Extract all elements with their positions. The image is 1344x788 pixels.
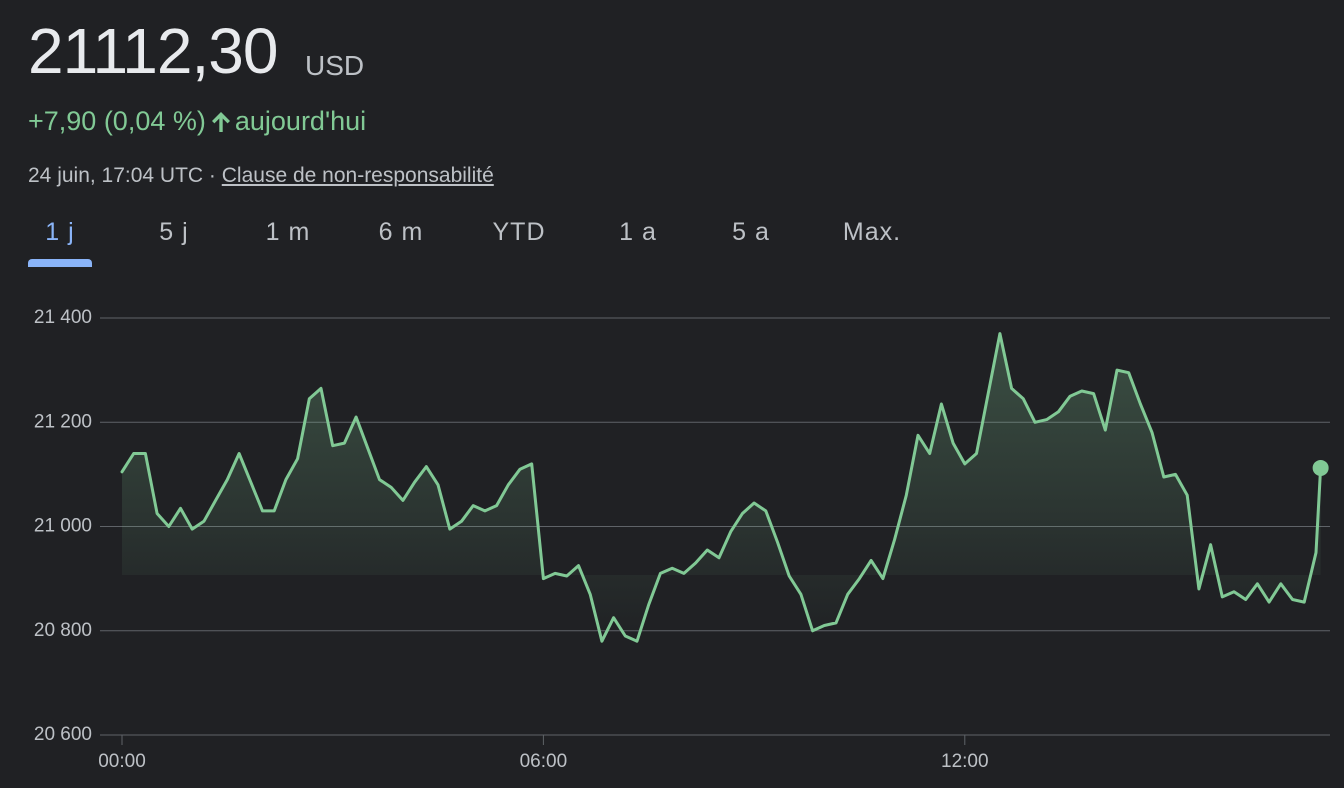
x-tick-label: 06:00 [520, 751, 568, 772]
change-line: +7,90 (0,04 %) aujourd'hui [28, 106, 366, 137]
last-point [1312, 459, 1329, 476]
range-tab[interactable]: 5 a [732, 218, 770, 246]
range-tab[interactable]: YTD [492, 218, 546, 246]
currency: USD [305, 50, 365, 81]
selected-tab-indicator [28, 259, 92, 267]
y-tick-label: 21 400 [34, 307, 92, 328]
x-tick-label: 00:00 [98, 751, 146, 772]
range-tab[interactable]: 1 j [45, 218, 75, 246]
y-tick-label: 21 200 [34, 411, 92, 432]
range-tab[interactable]: 1 m [265, 218, 311, 246]
up-arrow [211, 111, 230, 132]
disclaimer-link[interactable]: Clause de non-responsabilité [221, 164, 494, 187]
range-tab[interactable]: 6 m [378, 218, 424, 246]
timestamp: 24 juin, 17:04 UTC · [28, 164, 222, 187]
y-tick-label: 21 000 [34, 516, 92, 537]
range-tab[interactable]: 5 j [159, 218, 189, 246]
range-tab[interactable]: 1 a [619, 218, 657, 246]
date-line: 24 juin, 17:04 UTC · Clause de non-respo… [28, 164, 494, 188]
range-tabs: 1 j 5 j 1 m 6 m YTD 1 a 5 a Max. [0, 218, 960, 268]
y-tick-label: 20 600 [34, 724, 92, 745]
range-tab[interactable]: Max. [842, 218, 902, 246]
x-tick-label: 12:00 [941, 751, 989, 772]
y-tick-label: 20 800 [34, 620, 92, 641]
price: 21112,30 [28, 15, 278, 87]
area-fill [122, 333, 1321, 642]
price-line [120, 332, 1323, 643]
period: aujourd'hui [234, 106, 367, 136]
change: +7,90 (0,04 %) [28, 106, 206, 136]
